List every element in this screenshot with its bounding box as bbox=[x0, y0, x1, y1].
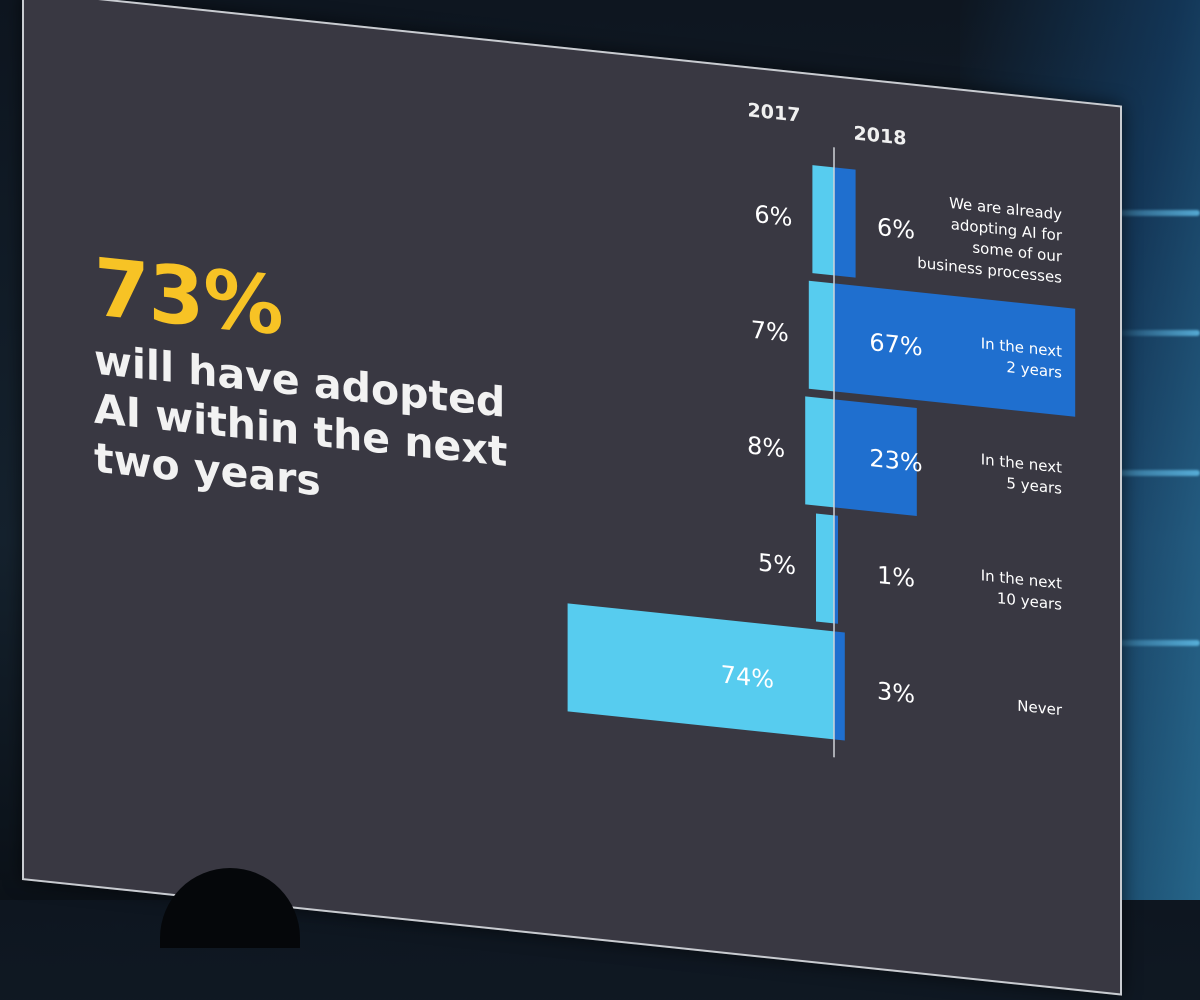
bar-2017 bbox=[808, 280, 834, 392]
category-label: Never bbox=[1017, 697, 1063, 720]
bar-2017 bbox=[812, 165, 835, 276]
value-label-2017: 6% bbox=[754, 200, 792, 232]
bar-2017 bbox=[567, 603, 834, 740]
value-label-2017: 7% bbox=[751, 316, 789, 348]
adoption-chart: 2017 2018 6% 6% We are alreadyadopting AI fo… bbox=[22, 0, 1122, 996]
bar-2017 bbox=[816, 513, 834, 624]
category-label: We are alreadyadopting AI forsome of our… bbox=[917, 191, 1063, 287]
bar-2018 bbox=[834, 283, 1076, 417]
category-label: In the next10 years bbox=[981, 566, 1062, 614]
value-label-2017: 5% bbox=[758, 548, 796, 580]
background-streak bbox=[1090, 640, 1200, 646]
value-label-2018: 3% bbox=[877, 677, 915, 709]
value-label-2017: 74% bbox=[721, 660, 774, 694]
background-streak bbox=[1080, 210, 1200, 216]
value-label-2018: 23% bbox=[869, 444, 922, 478]
year-header-2017: 2017 bbox=[748, 99, 801, 126]
value-label-2018: 1% bbox=[877, 561, 915, 593]
category-label: In the next5 years bbox=[981, 450, 1062, 498]
bar-2018 bbox=[834, 167, 856, 278]
value-label-2018: 6% bbox=[877, 213, 915, 245]
bar-2018 bbox=[834, 515, 838, 624]
value-label-2017: 8% bbox=[747, 431, 785, 463]
slide-content: 73% will have adopted AI within the next… bbox=[22, 0, 1122, 996]
bar-2018 bbox=[834, 399, 917, 517]
value-label-2018: 67% bbox=[869, 328, 922, 362]
background-streak bbox=[1110, 330, 1200, 336]
bar-2017 bbox=[805, 396, 835, 508]
background-streak bbox=[1060, 470, 1200, 476]
bar-2018 bbox=[834, 631, 845, 741]
year-header-2018: 2018 bbox=[854, 122, 907, 149]
